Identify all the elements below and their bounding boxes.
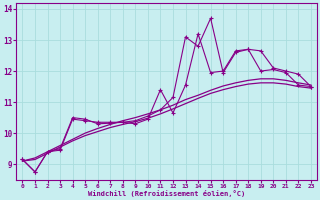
X-axis label: Windchill (Refroidissement éolien,°C): Windchill (Refroidissement éolien,°C) xyxy=(88,190,245,197)
